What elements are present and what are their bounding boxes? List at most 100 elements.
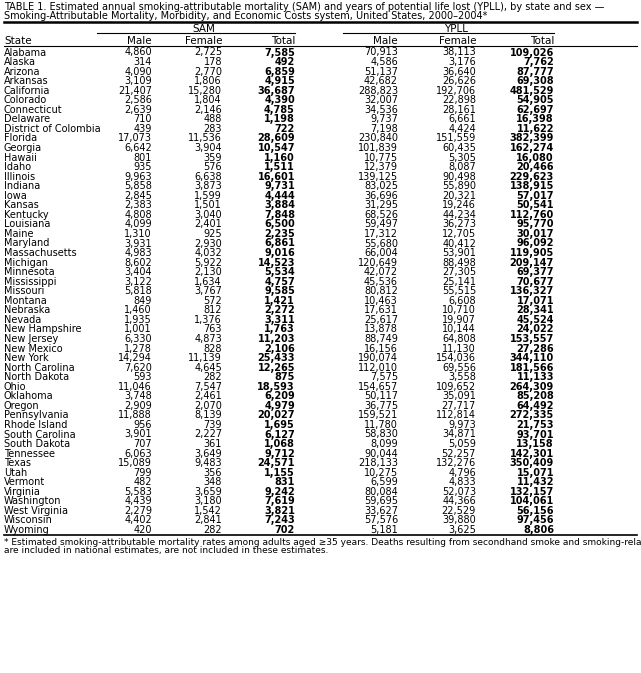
Text: 6,500: 6,500 xyxy=(264,219,295,229)
Text: 34,536: 34,536 xyxy=(364,105,398,115)
Text: 181,566: 181,566 xyxy=(510,363,554,373)
Text: 348: 348 xyxy=(204,477,222,487)
Text: Virginia: Virginia xyxy=(4,487,41,497)
Text: 209,147: 209,147 xyxy=(510,258,554,268)
Text: 9,963: 9,963 xyxy=(124,172,152,182)
Text: 151,559: 151,559 xyxy=(436,133,476,143)
Text: 19,907: 19,907 xyxy=(442,315,476,325)
Text: 3,884: 3,884 xyxy=(264,201,295,210)
Text: 5,305: 5,305 xyxy=(448,153,476,163)
Text: 3,122: 3,122 xyxy=(124,277,152,287)
Text: 88,498: 88,498 xyxy=(442,258,476,268)
Text: 707: 707 xyxy=(133,439,152,449)
Text: 11,133: 11,133 xyxy=(517,372,554,382)
Text: 69,308: 69,308 xyxy=(517,76,554,86)
Text: 6,209: 6,209 xyxy=(264,391,295,401)
Text: 3,901: 3,901 xyxy=(124,429,152,439)
Text: 15,280: 15,280 xyxy=(188,85,222,96)
Text: TABLE 1. Estimated annual smoking-attributable mortality (SAM) and years of pote: TABLE 1. Estimated annual smoking-attrib… xyxy=(4,2,604,12)
Text: 4,808: 4,808 xyxy=(124,210,152,220)
Text: 481,529: 481,529 xyxy=(510,85,554,96)
Text: 52,257: 52,257 xyxy=(442,449,476,458)
Text: 112,814: 112,814 xyxy=(436,411,476,421)
Text: 56,156: 56,156 xyxy=(517,506,554,516)
Text: 20,321: 20,321 xyxy=(442,190,476,201)
Text: 282: 282 xyxy=(203,525,222,535)
Text: 9,737: 9,737 xyxy=(370,114,398,125)
Text: 36,687: 36,687 xyxy=(258,85,295,96)
Text: Pennsylvania: Pennsylvania xyxy=(4,411,69,421)
Text: Arizona: Arizona xyxy=(4,67,40,77)
Text: Female: Female xyxy=(438,36,476,46)
Text: 1,806: 1,806 xyxy=(194,76,222,86)
Text: Nevada: Nevada xyxy=(4,315,41,325)
Text: 16,080: 16,080 xyxy=(517,153,554,163)
Text: 272,335: 272,335 xyxy=(510,411,554,421)
Text: 359: 359 xyxy=(203,153,222,163)
Text: 1,068: 1,068 xyxy=(264,439,295,449)
Text: 90,044: 90,044 xyxy=(364,449,398,458)
Text: 1,511: 1,511 xyxy=(264,162,295,172)
Text: 27,717: 27,717 xyxy=(442,401,476,411)
Text: 4,586: 4,586 xyxy=(370,57,398,67)
Text: 9,973: 9,973 xyxy=(448,420,476,430)
Text: 12,705: 12,705 xyxy=(442,229,476,239)
Text: 3,649: 3,649 xyxy=(194,449,222,458)
Text: 935: 935 xyxy=(133,162,152,172)
Text: Iowa: Iowa xyxy=(4,190,27,201)
Text: 361: 361 xyxy=(204,439,222,449)
Text: 5,059: 5,059 xyxy=(448,439,476,449)
Text: Illinois: Illinois xyxy=(4,172,35,182)
Text: 5,583: 5,583 xyxy=(124,487,152,497)
Text: 11,046: 11,046 xyxy=(118,382,152,392)
Text: 25,433: 25,433 xyxy=(258,353,295,363)
Text: 4,402: 4,402 xyxy=(124,516,152,526)
Text: 4,796: 4,796 xyxy=(448,468,476,478)
Text: 10,144: 10,144 xyxy=(442,324,476,334)
Text: Male: Male xyxy=(128,36,152,46)
Text: 11,780: 11,780 xyxy=(364,420,398,430)
Text: 90,498: 90,498 xyxy=(442,172,476,182)
Text: 159,521: 159,521 xyxy=(358,411,398,421)
Text: Idaho: Idaho xyxy=(4,162,31,172)
Text: 31,295: 31,295 xyxy=(364,201,398,210)
Text: Arkansas: Arkansas xyxy=(4,76,49,86)
Text: 576: 576 xyxy=(203,162,222,172)
Text: 3,748: 3,748 xyxy=(124,391,152,401)
Text: 11,888: 11,888 xyxy=(118,411,152,421)
Text: 5,818: 5,818 xyxy=(124,286,152,296)
Text: 2,586: 2,586 xyxy=(124,96,152,105)
Text: 32,007: 32,007 xyxy=(364,96,398,105)
Text: Michigan: Michigan xyxy=(4,258,48,268)
Text: Utah: Utah xyxy=(4,468,28,478)
Text: 831: 831 xyxy=(274,477,295,487)
Text: 51,137: 51,137 xyxy=(364,67,398,77)
Text: 1,198: 1,198 xyxy=(264,114,295,125)
Text: 314: 314 xyxy=(133,57,152,67)
Text: Minnesota: Minnesota xyxy=(4,267,54,277)
Text: 27,305: 27,305 xyxy=(442,267,476,277)
Text: 8,602: 8,602 xyxy=(124,258,152,268)
Text: 2,639: 2,639 xyxy=(124,105,152,115)
Text: 42,682: 42,682 xyxy=(364,76,398,86)
Text: 44,234: 44,234 xyxy=(442,210,476,220)
Text: Delaware: Delaware xyxy=(4,114,50,125)
Text: 64,492: 64,492 xyxy=(517,401,554,411)
Text: 722: 722 xyxy=(275,124,295,134)
Text: 3,904: 3,904 xyxy=(194,143,222,153)
Text: 16,398: 16,398 xyxy=(517,114,554,125)
Text: 288,823: 288,823 xyxy=(358,85,398,96)
Text: 2,725: 2,725 xyxy=(194,48,222,57)
Text: 4,645: 4,645 xyxy=(194,363,222,373)
Text: 17,312: 17,312 xyxy=(364,229,398,239)
Text: 3,040: 3,040 xyxy=(194,210,222,220)
Text: Female: Female xyxy=(185,36,222,46)
Text: 4,444: 4,444 xyxy=(264,190,295,201)
Text: 7,848: 7,848 xyxy=(264,210,295,220)
Text: Connecticut: Connecticut xyxy=(4,105,63,115)
Text: 6,861: 6,861 xyxy=(264,238,295,248)
Text: 7,547: 7,547 xyxy=(194,382,222,392)
Text: Oregon: Oregon xyxy=(4,401,40,411)
Text: State: State xyxy=(4,36,31,46)
Text: 96,092: 96,092 xyxy=(517,238,554,248)
